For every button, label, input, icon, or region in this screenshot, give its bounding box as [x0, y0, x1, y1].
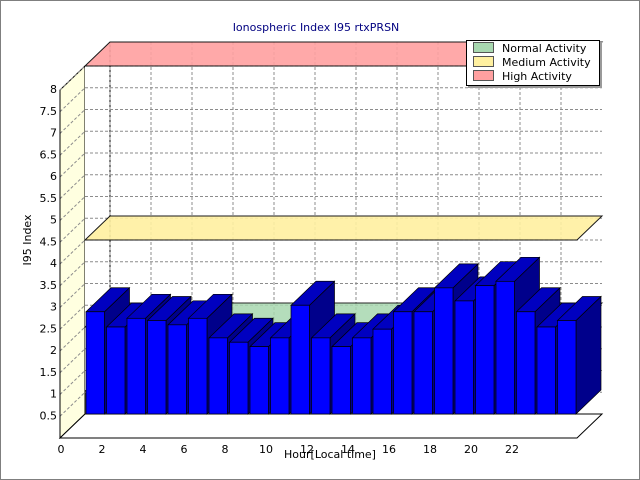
y-tick-label: 2: [50, 344, 57, 357]
bar: [413, 311, 433, 415]
chart-title: Ionospheric Index I95 rtxPRSN: [233, 21, 400, 34]
x-tick-label: 22: [505, 443, 519, 456]
bar: [188, 317, 208, 415]
x-tick-label: 6: [181, 443, 188, 456]
x-tick-label: 20: [464, 443, 478, 456]
legend-swatch-medium: [473, 56, 494, 67]
legend-label-medium: Medium Activity: [502, 56, 591, 69]
bar: [270, 337, 290, 415]
grid-line-wall: [59, 326, 86, 352]
y-tick-label: 4: [50, 257, 57, 270]
grid-line-wall: [59, 217, 86, 243]
x-tick-label: 10: [259, 443, 273, 456]
legend-label-normal: Normal Activity: [502, 42, 587, 55]
grid-line-wall: [59, 152, 86, 178]
grid-line-wall: [59, 283, 86, 308]
y-tick-label: 8: [50, 83, 57, 96]
legend-item-medium: Medium Activity: [473, 56, 591, 70]
y-tick-label: 5.5: [40, 192, 58, 205]
grid-line-wall: [59, 174, 86, 200]
bar: [290, 304, 310, 415]
bar: [557, 320, 577, 415]
bar: [475, 285, 495, 415]
grid-line-wall: [59, 130, 86, 156]
y-tick-label: 3.5: [40, 279, 58, 292]
y-tick-label: 0.5: [40, 409, 58, 422]
bar: [126, 317, 146, 415]
bar: [536, 326, 556, 415]
x-tick-label: 4: [140, 443, 147, 456]
y-tick-label: 7.5: [40, 105, 58, 118]
grid-line-wall: [59, 261, 86, 287]
bar: [495, 280, 515, 415]
x-axis-label: Hour[Local time]: [284, 448, 376, 461]
chart-legend: Normal Activity Medium Activity High Act…: [466, 40, 600, 86]
x-tick-label: 8: [222, 443, 229, 456]
bar: [249, 346, 269, 415]
x-tick-label: 2: [99, 443, 106, 456]
legend-swatch-high: [473, 70, 494, 81]
x-tick-label: 16: [382, 443, 396, 456]
bar: [106, 326, 126, 415]
bar: [311, 337, 331, 415]
bar: [352, 337, 372, 415]
grid-line-wall: [59, 370, 86, 395]
bar: [434, 287, 454, 415]
y-axis-label: I95 Index: [21, 214, 34, 266]
legend-label-high: High Activity: [502, 70, 572, 83]
y-tick-label: 1.5: [40, 366, 58, 379]
grid-line-wall: [59, 65, 86, 91]
y-tick-label: 1: [50, 388, 57, 401]
grid-line-wall: [59, 348, 86, 374]
y-tick-label: 4.5: [40, 235, 58, 248]
floor: [58, 413, 604, 439]
x-tick-label: 18: [423, 443, 437, 456]
legend-item-normal: Normal Activity: [473, 42, 586, 56]
grid-line-wall: [59, 239, 86, 265]
grid-line-wall: [59, 196, 86, 221]
y-tick-label: 5: [50, 214, 57, 227]
grid-line-wall: [59, 109, 86, 134]
bar: [516, 311, 536, 415]
x-tick-label: 14: [341, 443, 355, 456]
threshold-band-medium: [83, 215, 604, 241]
y-tick-label: 6.5: [40, 148, 58, 161]
bar: [393, 311, 413, 415]
bar: [147, 320, 167, 415]
bar: [372, 328, 392, 415]
grid-line-wall: [59, 87, 86, 113]
bar: [85, 311, 105, 415]
bar: [167, 324, 187, 415]
y-tick-label: 7: [50, 127, 57, 140]
bar: [454, 300, 474, 415]
y-tick-label: 3: [50, 301, 57, 314]
legend-item-high: High Activity: [473, 70, 572, 84]
bar: [331, 346, 351, 415]
x-tick-label: 12: [300, 443, 314, 456]
grid-line-wall: [59, 304, 86, 330]
bar: [208, 337, 228, 415]
legend-swatch-normal: [473, 42, 494, 53]
y-tick-label: 2.5: [40, 322, 58, 335]
x-tick-label: 0: [58, 443, 65, 456]
y-tick-label: 6: [50, 170, 57, 183]
bar: [229, 341, 249, 415]
grid-line-wall: [59, 391, 86, 417]
